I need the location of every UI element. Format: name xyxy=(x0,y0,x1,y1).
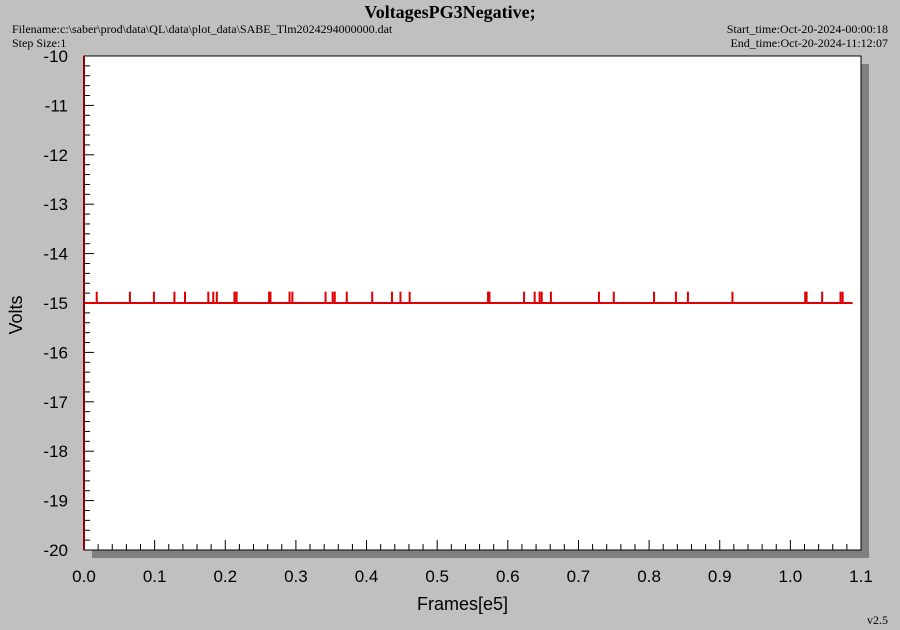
x-tick-label: 0.0 xyxy=(72,567,96,586)
x-tick-label: 0.3 xyxy=(284,567,308,586)
x-tick-label: 1.0 xyxy=(779,567,803,586)
tick-labels: -10 -11 -12 -13 -14 -15 -16 -17 -18 -19 -200.0 0.1 0… xyxy=(43,47,872,586)
x-tick-label: 1.1 xyxy=(849,567,873,586)
y-tick-label: -18 xyxy=(43,442,68,461)
filename-text: Filename:c:\saber\prod\data\QL\data\plot… xyxy=(12,22,393,36)
y-tick-label: -13 xyxy=(43,195,68,214)
y-tick-label: -12 xyxy=(43,146,68,165)
end-time-text: End_time:Oct-20-2024-11:12:07 xyxy=(730,36,888,50)
y-tick-label: -17 xyxy=(43,393,68,412)
chart-title: VoltagesPG3Negative; xyxy=(364,2,536,22)
time-info: Start_time:Oct-20-2024-00:00:18 End_time… xyxy=(727,22,888,50)
y-tick-label: -14 xyxy=(43,245,68,264)
x-tick-label: 0.4 xyxy=(355,567,379,586)
y-tick-label: -15 xyxy=(43,294,68,313)
x-tick-label: 0.5 xyxy=(425,567,449,586)
version-label: v2.5 xyxy=(867,613,888,627)
file-info: Filename:c:\saber\prod\data\QL\data\plot… xyxy=(12,22,392,50)
series-group xyxy=(84,291,853,304)
x-tick-label: 0.8 xyxy=(637,567,661,586)
x-tick-label: 0.6 xyxy=(496,567,520,586)
x-tick-label: 0.7 xyxy=(567,567,591,586)
x-tick-label: 0.1 xyxy=(143,567,167,586)
y-tick-label: -10 xyxy=(43,47,68,66)
step-size-text: Step Size:1 xyxy=(12,36,67,50)
y-tick-label: -19 xyxy=(43,492,68,511)
start-time-text: Start_time:Oct-20-2024-00:00:18 xyxy=(726,22,888,36)
x-tick-label: 0.2 xyxy=(213,567,237,586)
x-axis-label: Frames[e5] xyxy=(417,594,508,614)
y-tick-label: -20 xyxy=(43,541,68,560)
y-axis-label: Volts xyxy=(6,295,26,334)
y-tick-label: -16 xyxy=(43,343,68,362)
y-tick-label: -11 xyxy=(45,96,68,115)
x-tick-label: 0.9 xyxy=(708,567,732,586)
